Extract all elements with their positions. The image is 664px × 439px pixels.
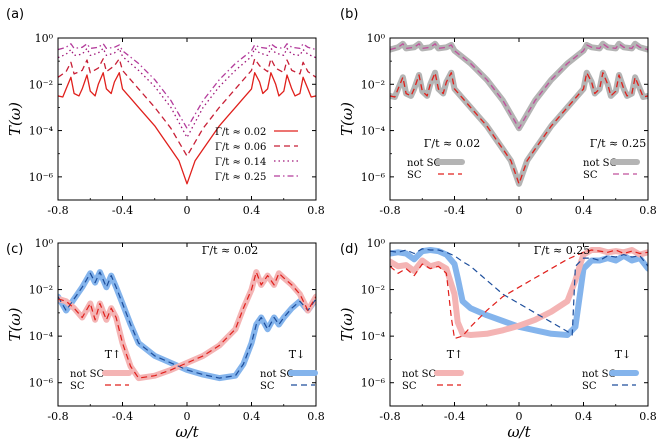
legend-label: SC [583,170,598,181]
legend-label: SC [260,381,275,392]
series-line-1 [390,247,648,338]
x-tick-label: -0.4 [112,204,133,217]
x-tick-label: -0.8 [47,410,68,423]
series-line-2 [390,248,648,336]
y-axis-label: T(ω) [6,307,24,341]
panel-label: (d) [340,242,358,257]
series-line-3 [58,43,316,129]
x-tick-label: -0.8 [47,204,68,217]
x-tick-label: 0 [516,204,523,217]
legend-label: Γ/t ≈ 0.14 [215,157,266,168]
legend-title: Γ/t ≈ 0.02 [202,244,258,257]
y-tick-label: 10⁰ [367,32,386,45]
x-tick-label: -0.4 [112,410,133,423]
y-tick-label: 10⁰ [367,237,386,250]
x-tick-label: -0.8 [379,204,400,217]
legend-label: not SC [70,369,105,380]
panel-c: -0.8 -0.4 0 0.4 0.8 10⁰ 10⁻² 10⁻⁴ 10⁻⁶ T(ω) ω/t (c)… [6,237,325,439]
y-tick-label: 10⁻⁴ [29,330,54,343]
panel-label: (a) [6,7,24,22]
panel-label: (b) [340,7,358,22]
series-line-2 [58,47,316,139]
legend-label: not SC [582,369,617,380]
y-tick-label: 10⁻⁴ [361,125,386,138]
x-tick-label: 0.4 [243,204,261,217]
legend-title: Γ/t ≈ 0.25 [534,244,590,257]
legend-label: Γ/t ≈ 0.02 [215,127,266,138]
x-tick-label: 0.8 [307,204,325,217]
y-axis-label: T(ω) [338,102,356,136]
x-axis-label: ω/t [507,423,531,439]
x-tick-label: 0 [516,410,523,423]
x-tick-label: 0.8 [639,410,657,423]
legend-label: SC [407,170,422,181]
x-tick-label: 0 [184,410,191,423]
y-tick-label: 10⁻⁴ [29,125,54,138]
series-line-3 [58,271,316,379]
x-tick-label: 0 [184,204,191,217]
legend-group-title: T↑ [447,348,464,361]
x-tick-label: 0.4 [243,410,261,423]
y-tick-label: 10⁰ [35,237,54,250]
legend-group-title: Γ/t ≈ 0.02 [424,137,480,150]
series-line-3 [390,72,648,185]
x-tick-label: -0.4 [444,410,465,423]
legend-group-title: T↑ [105,348,122,361]
x-axis-label: ω/t [175,423,199,439]
x-tick-label: 0.4 [575,204,593,217]
panel-b: -0.8 -0.4 0 0.4 0.8 10⁰ 10⁻² 10⁻⁴ 10⁻⁶ T(ω) (b) Γ/t… [338,7,657,217]
legend-label: not SC [583,158,618,169]
y-tick-label: 10⁻² [361,78,385,91]
y-tick-label: 10⁻² [361,284,385,297]
legend-label: Γ/t ≈ 0.06 [215,142,266,153]
legend-group-title: T↓ [289,348,306,361]
x-tick-label: -0.8 [379,410,400,423]
series-group [58,43,316,185]
y-axis-label: T(ω) [6,102,24,136]
legend-label: not SC [260,369,295,380]
series-line-1 [58,58,316,157]
y-tick-label: 10⁻⁶ [361,171,386,184]
panel-a: -0.8 -0.4 0 0.4 0.8 10⁰ 10⁻² 10⁻⁴ 10⁻⁶ T(ω) (a) Γ/t… [6,7,325,217]
legend-label: Γ/t ≈ 0.25 [215,172,266,183]
x-tick-label: 0.4 [575,410,593,423]
y-axis-label: T(ω) [338,307,356,341]
legend-label: SC [70,381,85,392]
legend-label: not SC [407,158,442,169]
legend-group-title: T↓ [615,348,632,361]
y-tick-label: 10⁰ [35,32,54,45]
legend: Γ/t ≈ 0.02 Γ/t ≈ 0.06 Γ/t ≈ 0.14 Γ/t ≈ 0.25 [215,127,298,183]
legend-label: SC [582,381,597,392]
y-tick-label: 10⁻⁴ [361,330,386,343]
y-tick-label: 10⁻² [29,284,53,297]
legend-label: SC [402,381,417,392]
series-group [58,269,316,382]
panel-label: (c) [6,242,23,257]
legend-group-title: Γ/t ≈ 0.25 [590,137,646,150]
y-tick-label: 10⁻² [29,78,53,91]
series-group [390,247,648,340]
x-tick-label: 0.8 [307,410,325,423]
y-tick-label: 10⁻⁶ [361,377,386,390]
x-tick-label: 0.8 [639,204,657,217]
legend-label: not SC [402,369,437,380]
panel-d: -0.8 -0.4 0 0.4 0.8 10⁰ 10⁻² 10⁻⁴ 10⁻⁶ T(ω) ω/t (d)… [338,237,657,439]
y-tick-label: 10⁻⁶ [29,377,54,390]
y-tick-label: 10⁻⁶ [29,171,54,184]
series-line-0 [58,72,316,185]
series-group [390,40,648,187]
x-tick-label: -0.4 [444,204,465,217]
series-line-2 [390,43,648,129]
series-line-2 [58,271,316,379]
series-line-3 [390,249,648,340]
